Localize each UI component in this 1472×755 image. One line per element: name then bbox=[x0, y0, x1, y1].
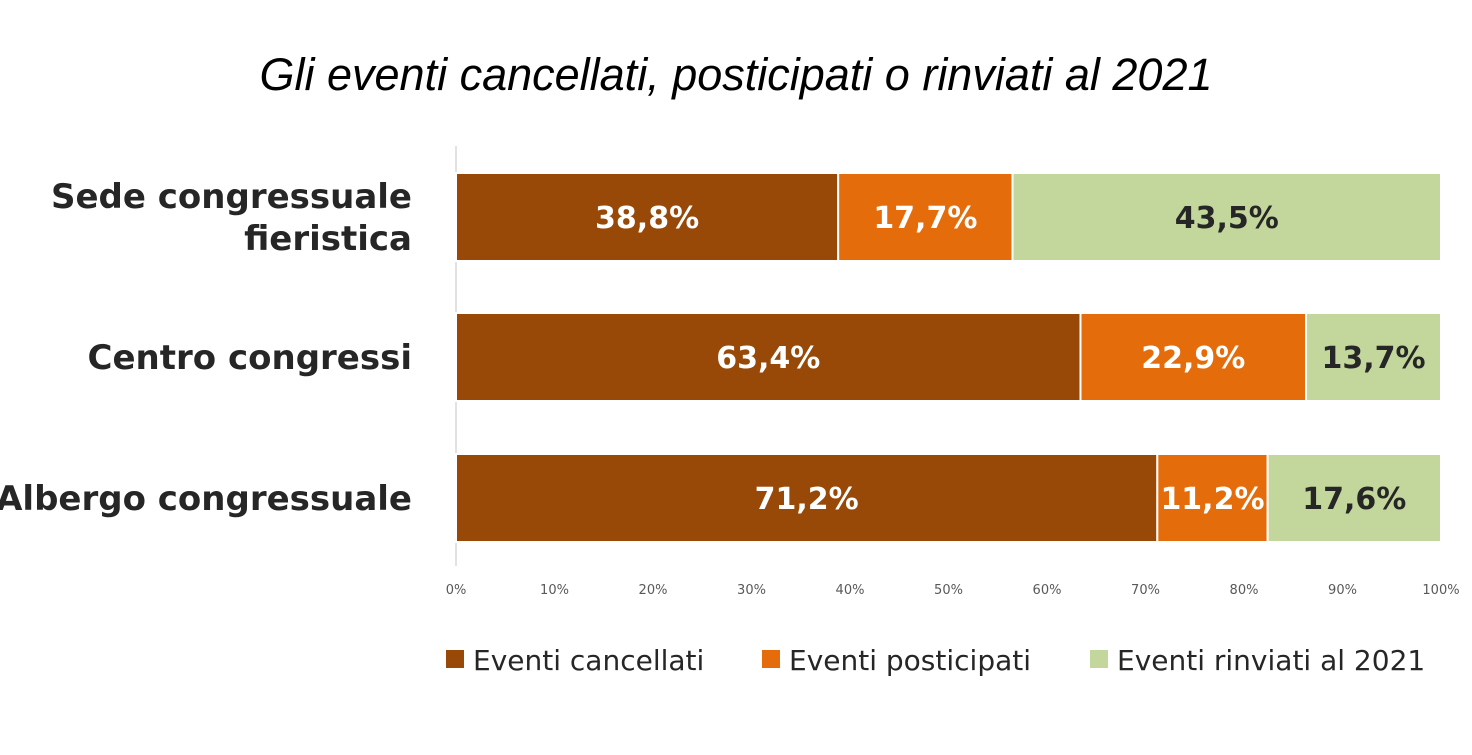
x-tick-label: 50% bbox=[934, 583, 963, 598]
data-label: 17,7% bbox=[873, 201, 977, 236]
data-label: 11,2% bbox=[1160, 482, 1264, 517]
bar-segment bbox=[837, 172, 1014, 262]
data-label: 38,8% bbox=[595, 201, 699, 236]
legend: Eventi cancellati Eventi posticipati Event… bbox=[446, 644, 1425, 677]
category-label: fieristica bbox=[244, 219, 412, 259]
data-label: 63,4% bbox=[716, 341, 820, 376]
bar-segment bbox=[1011, 172, 1443, 262]
x-tick-label: 0% bbox=[446, 583, 467, 598]
chart-title: Gli eventi cancellati, posticipati o rin… bbox=[260, 49, 1213, 100]
legend-label: Eventi rinviati al 2021 bbox=[1117, 644, 1425, 677]
x-tick-label: 100% bbox=[1422, 583, 1459, 598]
legend-swatch bbox=[762, 650, 780, 668]
bar-segment bbox=[1305, 312, 1443, 402]
legend-swatch bbox=[446, 650, 464, 668]
data-label: 71,2% bbox=[755, 482, 859, 517]
category-label: Sede congressuale bbox=[51, 177, 412, 217]
bars-layer: 38,8% 17,7% 43,5% 63,4% 22,9% 13,7% 71,2% 11,2%… bbox=[455, 172, 1443, 543]
x-tick-label: 40% bbox=[836, 583, 865, 598]
data-label: 17,6% bbox=[1302, 482, 1406, 517]
category-label: Albergo congressuale bbox=[0, 479, 412, 519]
x-tick-label: 90% bbox=[1328, 583, 1357, 598]
data-label: 22,9% bbox=[1141, 341, 1245, 376]
legend-label: Eventi posticipati bbox=[789, 644, 1031, 677]
x-tick-label: 70% bbox=[1131, 583, 1160, 598]
x-tick-label: 20% bbox=[639, 583, 668, 598]
x-tick-label: 60% bbox=[1033, 583, 1062, 598]
legend-label: Eventi cancellati bbox=[473, 644, 704, 677]
x-tick-label: 30% bbox=[737, 583, 766, 598]
legend-swatch bbox=[1090, 650, 1108, 668]
x-tick-label: 80% bbox=[1230, 583, 1259, 598]
x-tick-label: 10% bbox=[540, 583, 569, 598]
x-axis-ticks: 0% 10% 20% 30% 40% 50% 60% 70% 80% 90% 100% bbox=[446, 583, 1460, 598]
data-label: 43,5% bbox=[1175, 201, 1279, 236]
data-label: 13,7% bbox=[1321, 341, 1425, 376]
category-label: Centro congressi bbox=[88, 338, 412, 378]
bar-segment bbox=[1266, 453, 1443, 543]
